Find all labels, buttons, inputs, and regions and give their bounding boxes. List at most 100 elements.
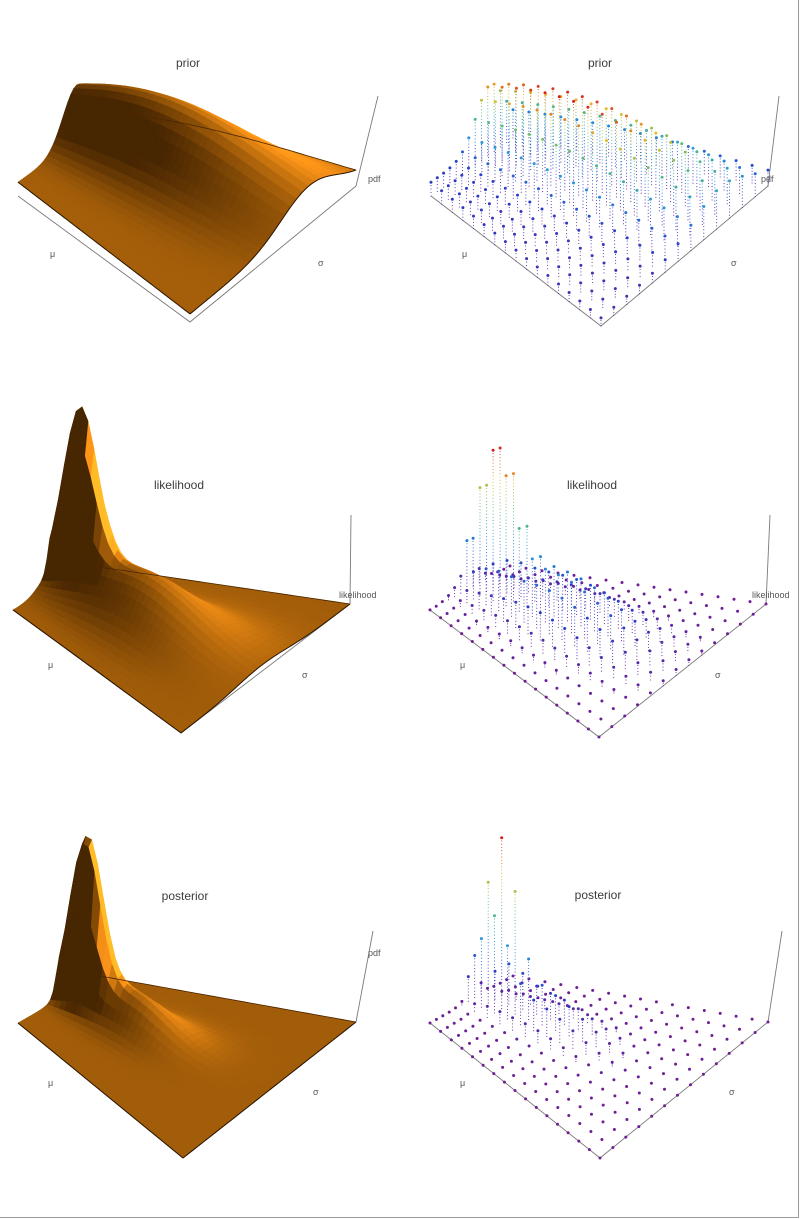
data-point (623, 128, 627, 132)
stem-dot (696, 182, 698, 185)
stem-dot (630, 143, 632, 145)
stem-dot (583, 143, 585, 145)
stem-dot (633, 160, 635, 162)
stem-dot (601, 139, 603, 141)
stem-dot (651, 140, 653, 142)
stem-dot (599, 143, 601, 145)
stem-dot (520, 191, 522, 193)
data-point (472, 214, 475, 218)
stem-dot (615, 134, 618, 136)
stem-dot (544, 234, 546, 236)
stem-dot (711, 189, 713, 191)
stem-dot (609, 182, 611, 184)
stem-dot (581, 150, 583, 152)
stem-dot (550, 158, 552, 160)
stem-dot (560, 158, 562, 160)
data-point (566, 239, 570, 243)
stem-dot (651, 282, 653, 284)
stem-dot (611, 133, 613, 135)
stem-dot (603, 289, 605, 291)
stem-dot (578, 150, 580, 152)
stem-dot (550, 204, 552, 206)
stem-dot (664, 262, 666, 264)
stem-dot (651, 165, 653, 167)
stem-dot (515, 126, 517, 128)
stem-dot (560, 122, 562, 124)
stem-dot (590, 106, 592, 108)
stem-dot (512, 137, 514, 139)
stem-dot (590, 144, 592, 146)
stem-dot (522, 142, 525, 145)
stem-dot (605, 121, 607, 123)
stem-dot (496, 209, 498, 211)
stem-dot (508, 147, 510, 149)
stem-dot (502, 237, 505, 239)
stem-dot (552, 109, 554, 111)
stem-dot (512, 112, 514, 114)
stem-dot (696, 160, 698, 162)
stem-dot (687, 161, 689, 163)
stem-dot (552, 126, 554, 128)
stem-dot (515, 260, 517, 262)
stem-dot (644, 146, 646, 148)
data-point (586, 105, 590, 109)
stem-dot (508, 153, 510, 155)
stem-dot (487, 155, 489, 157)
stem-dot (592, 167, 594, 169)
stem-dot (625, 231, 627, 233)
stem-dot (555, 180, 557, 182)
stem-dot (530, 95, 532, 98)
stem-dot (430, 185, 432, 187)
stem-dot (575, 118, 577, 120)
stem-dot (534, 241, 536, 243)
stem-dot (481, 164, 483, 166)
stem-dot (564, 122, 566, 124)
stem-dot (504, 197, 506, 199)
stem-dot (699, 196, 701, 198)
stem-dot (506, 129, 508, 131)
stem-dot (601, 159, 603, 161)
stem-dot (689, 202, 691, 204)
stem-dot (690, 243, 692, 245)
stem-dot (522, 113, 525, 115)
stem-dot (644, 174, 646, 176)
stem-dot (644, 142, 646, 145)
stem-dot (487, 133, 489, 135)
data-point (482, 223, 486, 227)
stem-dot (624, 138, 626, 140)
stem-dot (658, 165, 660, 167)
stem-dot (560, 123, 562, 125)
stem-dot (501, 143, 503, 146)
stem-dot (615, 186, 618, 188)
stem-dot (512, 178, 514, 180)
stem-dot (513, 236, 516, 238)
stem-dot (567, 168, 569, 170)
stem-dot (520, 185, 522, 187)
stem-dot (595, 206, 598, 208)
stem-dot (474, 160, 476, 162)
data-point (529, 91, 533, 94)
stem-dot (493, 128, 495, 130)
stem-dot (534, 245, 536, 247)
stem-dot (454, 187, 456, 189)
data-point (480, 141, 484, 144)
stem-dot (560, 143, 562, 145)
stem-dot (544, 115, 546, 117)
stem-dot (689, 208, 691, 211)
stem-dot (544, 118, 546, 120)
stem-dot (620, 126, 622, 128)
stem-dot (587, 171, 589, 173)
stem-dot (491, 229, 494, 231)
stem-dot (454, 183, 456, 185)
stem-dot (512, 128, 514, 130)
stem-dot (555, 193, 557, 195)
stem-dot (638, 240, 640, 242)
stem-dot (522, 158, 524, 160)
stem-dot (515, 138, 517, 141)
stem-dot (636, 199, 638, 201)
stem-dot (676, 176, 679, 178)
stem-dot (511, 221, 513, 223)
panel-title: likelihood (154, 478, 204, 492)
stem-dot (591, 275, 593, 277)
stem-dot (703, 153, 705, 155)
